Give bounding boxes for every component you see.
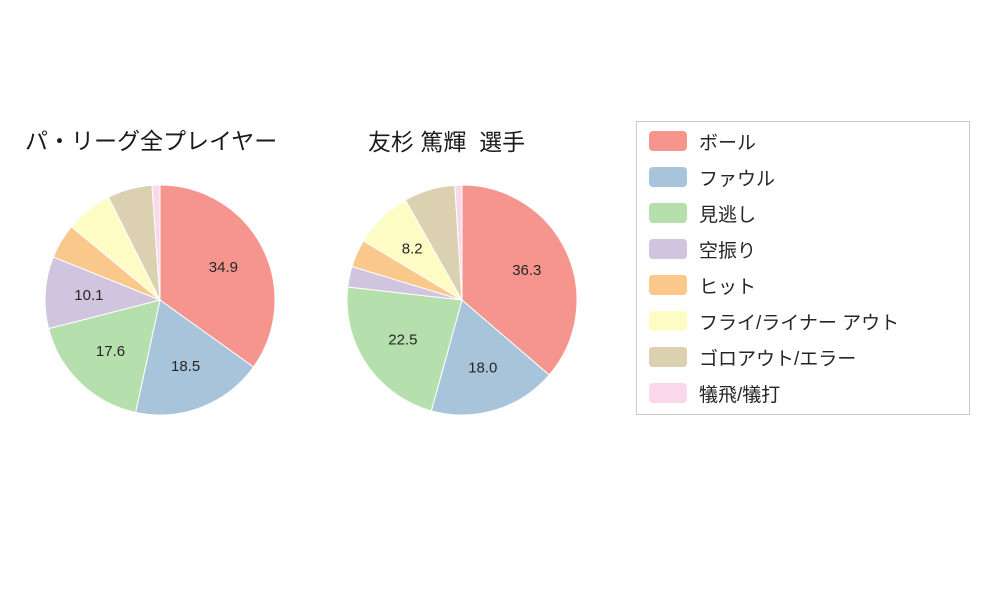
legend-label-fly-liner-out: フライ/ライナー アウト: [699, 312, 900, 334]
legend-item-foul: ファウル: [649, 167, 959, 190]
legend: ボールファウル見逃し空振りヒットフライ/ライナー アウト ゴロアウト/エラー 犠飛/…: [636, 121, 970, 415]
legend-swatch-hit: [649, 275, 687, 295]
pie-slice-called-strike: [48, 299, 161, 413]
legend-label-hit: ヒット: [699, 276, 757, 298]
slice-value-label-swinging-strike: 10.1: [74, 287, 103, 304]
pie-slice-sac-fly-bunt: [454, 184, 463, 301]
legend-label-called-strike: 見逃し: [699, 204, 757, 226]
pie-chart-pa-league-all-players: 34.9 18.5 17.6 10.1: [44, 184, 276, 416]
chart-title-right: 友杉 篤輝 選手: [368, 129, 526, 155]
legend-label-sac-fly-bunt: 犠飛/犠打: [699, 384, 781, 406]
legend-swatch-fly-liner-out: [649, 311, 687, 331]
legend-label-ball: ボール: [699, 132, 757, 154]
slice-value-label-called-strike: 17.6: [96, 343, 125, 360]
pie-chart-tomosugi-atsuki: 36.3 18.0 22.5 8.2: [346, 184, 578, 416]
slice-value-label-foul: 18.0: [468, 360, 497, 377]
legend-swatch-swinging-strike: [649, 239, 687, 259]
slice-value-label-ball: 34.9: [209, 259, 238, 276]
legend-swatch-foul: [649, 167, 687, 187]
legend-swatch-sac-fly-bunt: [649, 383, 687, 403]
legend-item-sac-fly-bunt: 犠飛/犠打: [649, 383, 959, 406]
legend-label-foul: ファウル: [699, 168, 776, 190]
legend-swatch-called-strike: [649, 203, 687, 223]
slice-value-label-foul: 18.5: [171, 358, 200, 375]
pie-slice-sac-fly-bunt: [151, 184, 161, 301]
pie-slice-called-strike: [346, 286, 463, 412]
slice-value-label-fly-liner-out: 8.2: [402, 241, 423, 258]
legend-label-ground-out-error: ゴロアウト/エラー: [699, 348, 857, 370]
pie-slice-ball: [159, 184, 276, 368]
pie-slice-foul: [430, 299, 550, 416]
slice-value-label-called-strike: 22.5: [388, 331, 417, 348]
chart-title-left: パ・リーグ全プレイヤー: [25, 128, 278, 154]
legend-label-swinging-strike: 空振り: [699, 240, 757, 262]
legend-item-called-strike: 見逃し: [649, 203, 959, 226]
pie-slice-swinging-strike: [44, 256, 162, 330]
slice-value-label-ball: 36.3: [512, 262, 541, 279]
legend-item-hit: ヒット: [649, 275, 959, 298]
legend-item-swinging-strike: 空振り: [649, 239, 959, 262]
pie-slice-ball: [461, 184, 578, 376]
legend-item-ball: ボール: [649, 131, 959, 154]
legend-swatch-ball: [649, 131, 687, 151]
legend-swatch-ground-out-error: [649, 347, 687, 367]
legend-item-ground-out-error: ゴロアウト/エラー: [649, 347, 959, 370]
pie-slice-foul: [135, 299, 255, 416]
legend-item-fly-liner-out: フライ/ライナー アウト: [649, 311, 959, 334]
